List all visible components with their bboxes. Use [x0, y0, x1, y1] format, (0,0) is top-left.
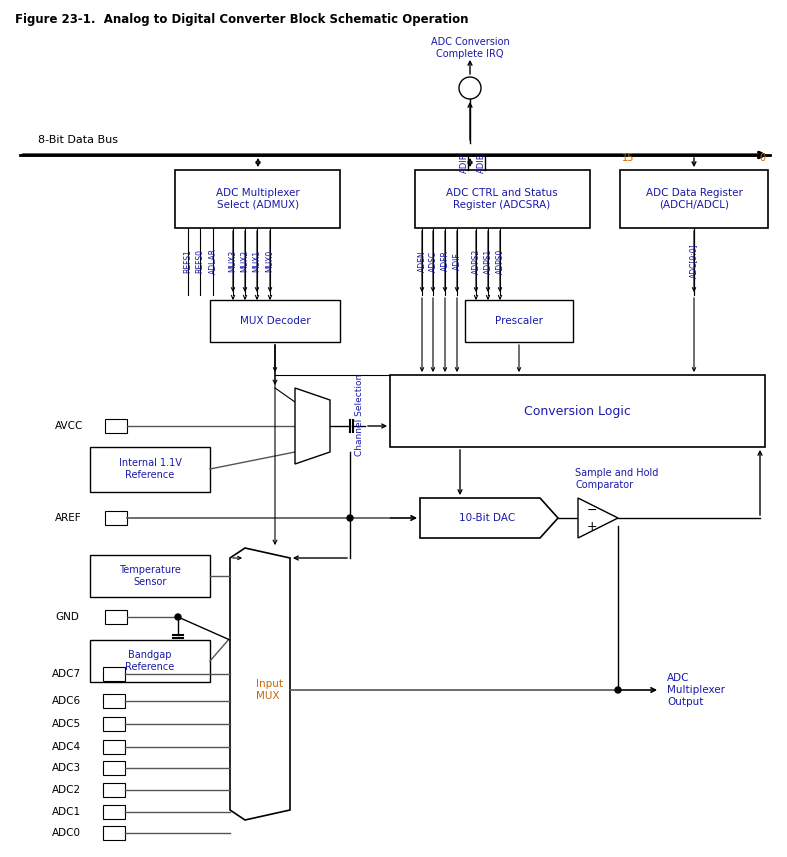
Polygon shape	[420, 498, 558, 538]
Text: ADC1: ADC1	[52, 807, 81, 817]
Bar	[90, 447, 210, 492]
Circle shape	[615, 687, 621, 693]
Text: Temperature
Sensor: Temperature Sensor	[119, 566, 181, 587]
Text: ADPS1: ADPS1	[483, 249, 493, 273]
Text: ADPS2: ADPS2	[471, 249, 481, 273]
Text: MUX3: MUX3	[228, 250, 238, 273]
Bar	[90, 640, 210, 682]
Text: −: −	[587, 504, 597, 517]
Text: ADC6: ADC6	[52, 696, 81, 706]
Text: Conversion Logic: Conversion Logic	[523, 405, 630, 417]
Bar	[90, 555, 210, 597]
Text: 8-Bit Data Bus: 8-Bit Data Bus	[38, 135, 118, 145]
Text: AREF: AREF	[55, 513, 82, 523]
Text: MUX1: MUX1	[253, 250, 261, 272]
Text: REFS0: REFS0	[195, 249, 205, 273]
Text: ADC
Multiplexer
Output: ADC Multiplexer Output	[667, 674, 725, 707]
Text: +: +	[586, 519, 597, 532]
Bar	[103, 667, 125, 681]
Text: 15: 15	[622, 153, 634, 163]
Text: ADIE: ADIE	[476, 153, 486, 173]
Text: Sample and Hold
Comparator: Sample and Hold Comparator	[575, 469, 659, 490]
Bar	[105, 511, 127, 525]
Bar	[103, 805, 125, 819]
Text: REFS1: REFS1	[183, 249, 193, 273]
Bar	[103, 783, 125, 797]
Text: ADC CTRL and Status
Register (ADCSRA): ADC CTRL and Status Register (ADCSRA)	[446, 189, 558, 210]
Text: Internal 1.1V
Reference: Internal 1.1V Reference	[119, 458, 182, 480]
Text: Figure 23-1.  Analog to Digital Converter Block Schematic Operation: Figure 23-1. Analog to Digital Converter…	[15, 13, 468, 26]
Text: ADC Data Register
(ADCH/ADCL): ADC Data Register (ADCH/ADCL)	[645, 189, 742, 210]
Text: MUX Decoder: MUX Decoder	[240, 316, 310, 326]
Text: ADC Conversion
Complete IRQ: ADC Conversion Complete IRQ	[430, 37, 509, 58]
Bar	[105, 610, 127, 624]
Text: ADPS0: ADPS0	[496, 249, 504, 273]
Text: ADFR: ADFR	[441, 250, 449, 272]
Text: 0: 0	[760, 153, 766, 163]
Text: Prescaler: Prescaler	[495, 316, 543, 326]
Text: ADC3: ADC3	[52, 763, 81, 773]
Bar	[103, 717, 125, 731]
Text: ADEN: ADEN	[417, 250, 427, 272]
Text: ADLAR: ADLAR	[209, 248, 217, 274]
Circle shape	[175, 614, 181, 620]
Text: ADIF: ADIF	[453, 252, 461, 270]
Text: GND: GND	[55, 612, 79, 622]
Circle shape	[347, 515, 353, 521]
Text: ADC5: ADC5	[52, 719, 81, 729]
Text: ADC2: ADC2	[52, 785, 81, 795]
Text: Channel Selection: Channel Selection	[356, 374, 364, 456]
Polygon shape	[578, 498, 618, 538]
Bar	[103, 740, 125, 754]
Bar	[415, 170, 590, 228]
Bar	[620, 170, 768, 228]
Text: ADSC: ADSC	[428, 250, 438, 272]
Text: ADC Multiplexer
Select (ADMUX): ADC Multiplexer Select (ADMUX)	[216, 189, 300, 210]
Bar	[390, 375, 765, 447]
Text: ADC[9:0]: ADC[9:0]	[689, 243, 699, 279]
Bar	[103, 694, 125, 708]
Text: Input
MUX: Input MUX	[256, 680, 283, 701]
Text: 10-Bit DAC: 10-Bit DAC	[459, 513, 515, 523]
Bar	[103, 826, 125, 840]
Text: MUX0: MUX0	[265, 250, 275, 273]
Bar	[210, 300, 340, 342]
Text: ADC7: ADC7	[52, 669, 81, 679]
Text: ADIF: ADIF	[460, 153, 468, 173]
Text: Bandgap
Reference: Bandgap Reference	[125, 650, 175, 672]
Text: AVCC: AVCC	[55, 421, 83, 431]
Bar	[103, 761, 125, 775]
Bar	[105, 419, 127, 433]
Polygon shape	[295, 388, 330, 464]
Bar	[175, 170, 340, 228]
Text: ADC4: ADC4	[52, 742, 81, 752]
Text: MUX2: MUX2	[241, 250, 249, 272]
Text: ADC0: ADC0	[52, 828, 81, 838]
Bar	[465, 300, 573, 342]
Polygon shape	[230, 548, 290, 820]
